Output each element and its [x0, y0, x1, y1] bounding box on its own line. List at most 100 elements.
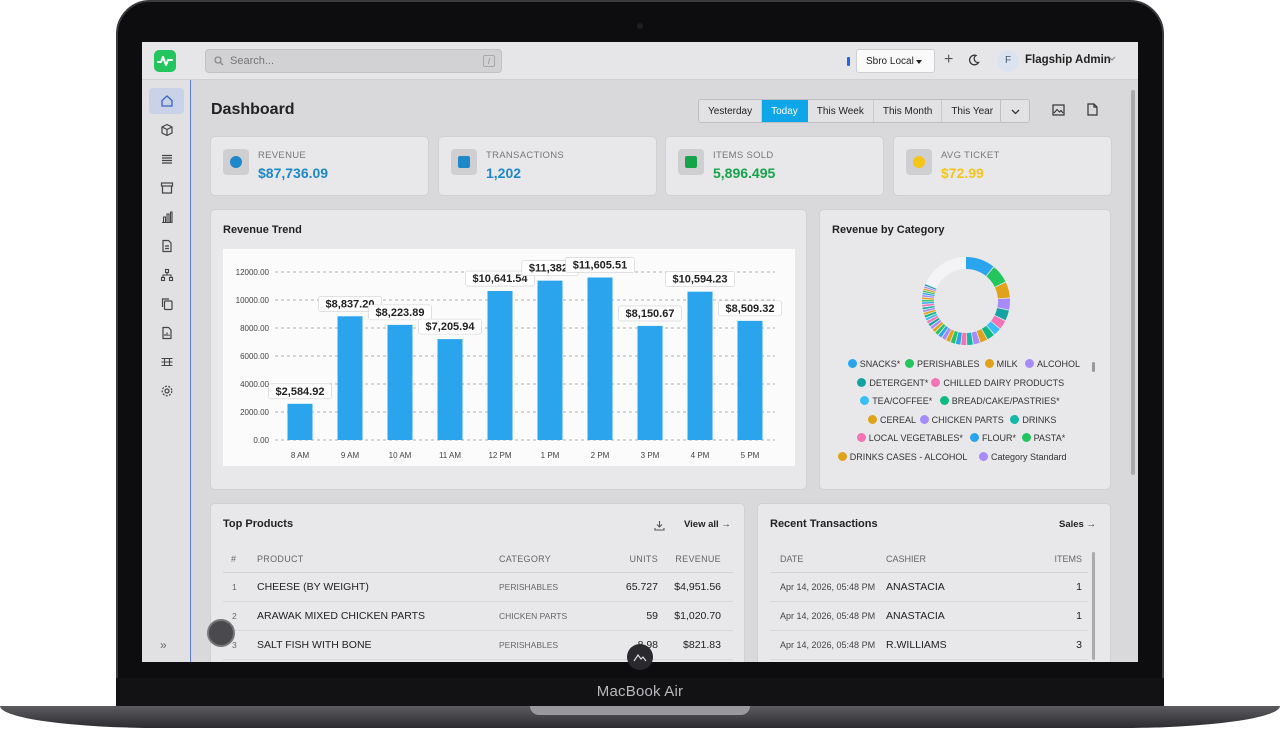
bar — [287, 403, 313, 440]
x-tick-label: 3 PM — [641, 451, 660, 460]
legend-item[interactable]: Category Standard — [979, 452, 1067, 462]
legend-item[interactable]: PASTA* — [1021, 433, 1065, 443]
table-row[interactable]: Apr 14, 2026, 05:48 PM ANASTACIA 1 — [770, 572, 1088, 602]
donut-slice[interactable] — [922, 257, 1010, 345]
range-more-button[interactable] — [1000, 99, 1030, 123]
search-box[interactable]: / — [205, 49, 502, 73]
app-logo[interactable] — [154, 50, 176, 72]
kpi-value: 5,896.495 — [713, 165, 776, 181]
legend-item[interactable]: TEA/COFFEE* — [860, 396, 932, 406]
column-header[interactable]: UNITS — [603, 546, 658, 573]
legend-swatch — [837, 452, 847, 461]
download-icon[interactable] — [654, 520, 665, 531]
y-tick-label: 2000.00 — [240, 408, 269, 417]
product-category: PERISHABLES — [499, 630, 603, 660]
legend-item[interactable]: MILK — [984, 359, 1018, 369]
table-row[interactable]: 3 SALT FISH WITH BONE PERISHABLES 8.98 $… — [223, 630, 733, 660]
column-header[interactable]: PRODUCT — [257, 546, 499, 573]
table-icon — [161, 357, 173, 367]
table-row[interactable]: 1 CHEESE (BY WEIGHT) PERISHABLES 65.727 … — [223, 572, 733, 602]
sidebar-item-list[interactable] — [149, 146, 184, 172]
column-header[interactable]: REVENUE — [658, 546, 733, 573]
file-export-icon[interactable] — [1087, 103, 1098, 116]
revenue-by-category-card: Revenue by Category SNACKS* PERISHABLES MI… — [819, 209, 1111, 490]
sidebar-item-documents[interactable] — [149, 233, 184, 259]
sidebar-item-copies[interactable] — [149, 291, 184, 317]
kpi-card-items-sold[interactable]: ITEMS SOLD 5,896.495 — [665, 136, 884, 196]
column-header[interactable]: CATEGORY — [499, 546, 603, 573]
transaction-date: Apr 14, 2026, 05:48 PM — [770, 601, 886, 631]
column-header[interactable]: ITEMS — [1036, 546, 1088, 573]
legend-item[interactable]: CEREAL — [868, 414, 916, 425]
donut-slice[interactable] — [922, 257, 1010, 345]
chevron-down-icon[interactable] — [1108, 56, 1116, 62]
legend-label: Category Standard — [991, 452, 1067, 462]
sidebar-item-products[interactable] — [149, 117, 184, 143]
legend-item[interactable]: CHICKEN PARTS — [919, 414, 1004, 425]
legend-item[interactable]: PERISHABLES — [905, 359, 980, 369]
range-this-month[interactable]: This Month — [874, 100, 943, 122]
location-label: Sbro Local — [866, 56, 914, 67]
legend-item[interactable]: CHILLED DAIRY PRODUCTS — [931, 377, 1064, 388]
collapse-sidebar-icon[interactable]: » — [160, 638, 167, 652]
table-row[interactable]: 2 ARAWAK MIXED CHICKEN PARTS CHICKEN PAR… — [223, 601, 733, 631]
moon-icon[interactable] — [968, 54, 980, 66]
kpi-card-transactions[interactable]: TRANSACTIONS 1,202 — [438, 136, 657, 196]
legend-item[interactable]: FLOUR* — [970, 433, 1016, 443]
bar-chart-icon — [162, 211, 173, 224]
range-this-week[interactable]: This Week — [808, 100, 874, 122]
app-switcher-button[interactable] — [627, 644, 653, 670]
plus-icon[interactable]: + — [944, 51, 954, 68]
avatar[interactable]: F — [997, 50, 1019, 72]
legend-label: DRINKS — [1022, 414, 1057, 425]
legend-item[interactable]: DRINKS — [1010, 414, 1057, 425]
legend-item[interactable]: LOCAL VEGETABLES* — [856, 433, 963, 443]
page-scrollbar[interactable] — [1131, 90, 1135, 475]
data-label: $2,584.92 — [276, 386, 325, 398]
sidebar-item-archive[interactable] — [149, 175, 184, 201]
range-today[interactable]: Today — [762, 100, 808, 122]
legend-label: PERISHABLES — [917, 359, 980, 369]
legend-scrollbar[interactable] — [1092, 362, 1095, 372]
location-select[interactable]: Sbro Local — [856, 49, 935, 73]
floating-action-button[interactable] — [207, 619, 235, 647]
legend-item[interactable]: BREAD/CAKE/PASTRIES* — [939, 396, 1060, 406]
legend-swatch — [1025, 359, 1034, 368]
legend-swatch — [984, 359, 994, 368]
sales-link[interactable]: Sales → — [1059, 519, 1096, 530]
table-scrollbar[interactable] — [1092, 552, 1095, 660]
transaction-cashier: ANASTACIA — [886, 572, 1036, 602]
sidebar-item-organization[interactable] — [149, 262, 184, 288]
legend-item[interactable]: DETERGENT* — [857, 377, 928, 388]
user-name[interactable]: Flagship Admin — [1025, 54, 1111, 66]
laptop-chin — [116, 678, 1164, 708]
cube-icon-dot — [685, 156, 697, 168]
sidebar-item-reports[interactable] — [149, 320, 184, 346]
search-input[interactable] — [230, 53, 470, 69]
dollar-icon — [223, 149, 249, 175]
column-header[interactable]: CASHIER — [886, 546, 1036, 573]
table-row[interactable]: Apr 14, 2026, 05:48 PM ANASTACIA 1 — [770, 601, 1088, 631]
transaction-date: Apr 14, 2026, 05:48 PM — [770, 572, 886, 602]
legend-swatch — [847, 359, 857, 368]
sidebar-item-home[interactable] — [149, 88, 184, 114]
legend-item[interactable]: ALCOHOL — [1025, 359, 1080, 369]
legend-item[interactable]: DRINKS CASES - ALCOHOL — [837, 452, 967, 462]
kpi-card-revenue[interactable]: REVENUE $87,736.09 — [210, 136, 429, 196]
view-all-link[interactable]: View all → — [684, 519, 731, 530]
donut-slice[interactable] — [922, 257, 1010, 345]
kpi-card-avg-ticket[interactable]: AVG TICKET $72.99 — [893, 136, 1112, 196]
range-yesterday[interactable]: Yesterday — [699, 100, 763, 122]
legend-item[interactable]: SNACKS* — [847, 359, 900, 369]
table-row[interactable]: Apr 14, 2026, 05:48 PM R.WILLIAMS 3 — [770, 630, 1088, 660]
sidebar-item-analytics[interactable] — [149, 204, 184, 230]
top-products-table: # PRODUCT CATEGORY UNITS REVENUE 1 CHEES… — [223, 546, 733, 660]
sidebar-item-tables[interactable] — [149, 349, 184, 375]
donut-slice[interactable] — [922, 257, 1010, 345]
image-export-icon[interactable] — [1052, 104, 1065, 116]
range-this-year[interactable]: This Year — [951, 106, 994, 117]
sidebar-item-settings[interactable] — [149, 378, 184, 404]
data-label-box — [268, 383, 332, 400]
data-label: $8,837.20 — [326, 298, 375, 310]
column-header[interactable]: DATE — [770, 546, 886, 573]
